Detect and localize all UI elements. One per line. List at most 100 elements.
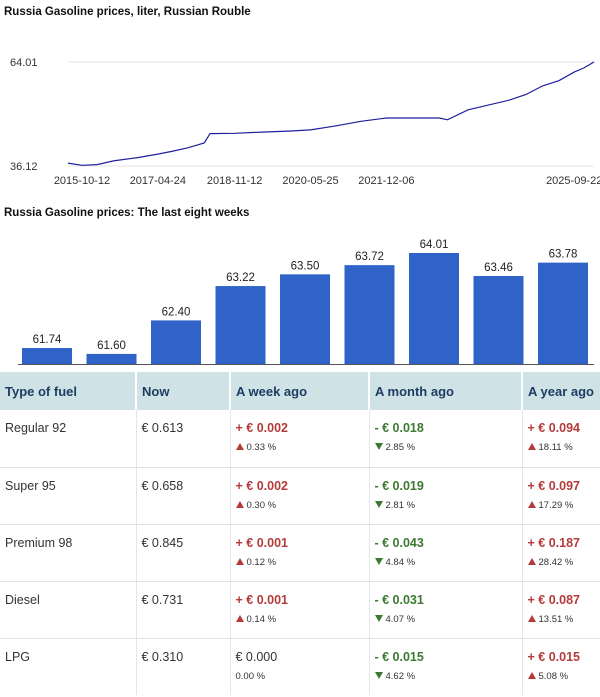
table-row: Diesel € 0.731 + € 0.001 0.14 % - € 0.031 4.0… (0, 581, 600, 639)
x-tick-label: 2018-11-12 (207, 175, 262, 187)
change-amount: + € 0.094 (527, 421, 580, 435)
fuel-type-cell: Super 95 (0, 467, 137, 525)
triangle-down-icon (374, 671, 383, 679)
change-week-cell: + € 0.002 0.33 % (230, 410, 370, 468)
change-percent: 0.00 % (236, 671, 369, 682)
table-row: Super 95 € 0.658 + € 0.002 0.30 % - € 0.019 2… (0, 467, 600, 525)
change-percent-text: 0.30 % (246, 499, 277, 511)
change-percent-text: 18.11 % (538, 442, 573, 453)
change-percent: 18.11 % (527, 442, 600, 453)
bar (473, 276, 524, 364)
x-tick-label: 2021-12-06 (358, 175, 414, 187)
change-percent: 17.29 % (527, 499, 600, 511)
table-row: Regular 92 € 0.613 + € 0.002 0.33 % - € 0.01… (0, 410, 600, 468)
change-percent-text: 4.84 % (385, 556, 416, 568)
bar (151, 320, 201, 364)
change-percent: 4.07 % (374, 613, 522, 625)
line-chart: 64.01 36.12 2015-10-12 2017-04-24 2018-11-12… (10, 57, 600, 187)
change-percent: 4.62 % (374, 670, 522, 682)
change-amount: + € 0.015 (527, 649, 580, 664)
header-type-of-fuel: Type of fuel (0, 372, 137, 410)
bar-value-label: 61.60 (97, 340, 126, 352)
bar-value-label: 62.40 (162, 306, 191, 318)
change-amount: + € 0.187 (527, 535, 580, 550)
change-percent: 2.85 % (374, 442, 522, 453)
triangle-up-icon (527, 443, 536, 450)
line-chart-title: Russia Gasoline prices, liter, Russian R… (4, 6, 251, 18)
change-percent: 0.30 % (235, 499, 369, 511)
change-percent-text: 5.08 % (538, 670, 569, 682)
fuel-type-cell: LPG (0, 638, 137, 695)
bar (344, 265, 395, 364)
change-month-cell: - € 0.015 4.62 % (369, 638, 523, 695)
triangle-down-icon (374, 557, 383, 565)
change-month-cell: - € 0.019 2.81 % (369, 467, 523, 525)
price-now-cell: € 0.310 (136, 638, 231, 695)
triangle-up-icon (235, 614, 244, 622)
change-week-cell: + € 0.001 0.12 % (230, 524, 370, 582)
triangle-up-icon (235, 500, 244, 508)
bar-value-label: 63.72 (355, 251, 384, 263)
change-amount: - € 0.019 (374, 478, 424, 493)
change-percent: 5.08 % (527, 670, 600, 682)
header-month-ago: A month ago (369, 372, 523, 410)
change-percent-text: 0.33 % (246, 442, 277, 453)
bar-value-label: 64.01 (420, 239, 449, 251)
table-header-row: Type of fuel Now A week ago A month ago … (0, 372, 600, 410)
change-year-cell: + € 0.187 28.42 % (522, 524, 600, 582)
price-now-cell: € 0.731 (136, 581, 231, 639)
change-year-cell: + € 0.097 17.29 % (522, 467, 600, 525)
change-percent-text: 0.12 % (246, 556, 277, 568)
change-percent: 13.51 % (527, 614, 600, 625)
x-tick-label: 2015-10-12 (54, 175, 110, 187)
change-amount: + € 0.097 (527, 478, 580, 493)
bar-chart: 61.74 61.60 62.40 63.22 63.50 63.72 64.01 63.46… (18, 239, 594, 365)
bar-value-label: 63.46 (484, 262, 513, 274)
fuel-type-cell: Regular 92 (0, 410, 137, 468)
bar-value-label: 63.22 (226, 272, 255, 284)
change-percent-text: 0.00 % (235, 670, 266, 682)
price-series-line (67, 61, 595, 166)
change-percent-text: 4.07 % (385, 613, 416, 625)
triangle-up-icon (527, 614, 536, 622)
bar (22, 348, 72, 364)
triangle-up-icon (527, 557, 536, 565)
y-tick-label: 36.12 (10, 161, 38, 173)
change-amount: + € 0.002 (235, 478, 288, 493)
header-year-ago: A year ago (522, 372, 600, 410)
bar (215, 286, 266, 364)
change-percent: 0.33 % (235, 442, 369, 453)
bar (86, 353, 137, 364)
y-tick-label: 64.01 (10, 57, 38, 69)
change-month-cell: - € 0.043 4.84 % (369, 524, 523, 582)
bar-value-label: 63.50 (291, 260, 320, 272)
change-percent: 2.81 % (374, 499, 522, 511)
change-year-cell: + € 0.094 18.11 % (522, 410, 600, 468)
bar (409, 253, 459, 364)
header-now: Now (136, 372, 231, 410)
x-tick-label: 2017-04-24 (130, 175, 186, 187)
change-percent: 0.12 % (235, 556, 369, 568)
change-percent-text: 2.85 % (385, 442, 416, 453)
change-month-cell: - € 0.031 4.07 % (369, 581, 523, 639)
change-week-cell: + € 0.001 0.14 % (230, 581, 370, 639)
price-now-cell: € 0.845 (136, 524, 231, 582)
triangle-down-icon (374, 614, 383, 622)
triangle-down-icon (374, 443, 383, 450)
change-percent: 4.84 % (374, 556, 522, 568)
change-amount: + € 0.002 (235, 421, 288, 435)
fuel-type-cell: Diesel (0, 581, 137, 639)
change-percent-text: 2.81 % (385, 499, 416, 511)
change-percent-text: 17.29 % (538, 499, 574, 511)
change-percent-text: 28.42 % (538, 556, 574, 568)
change-week-cell: + € 0.002 0.30 % (230, 467, 370, 525)
change-amount: + € 0.001 (235, 592, 288, 607)
bar-value-label: 63.78 (549, 249, 578, 261)
change-month-cell: - € 0.018 2.85 % (369, 410, 523, 468)
change-percent-text: 4.62 % (385, 670, 416, 682)
bar (280, 274, 330, 364)
triangle-up-icon (235, 557, 244, 565)
bar-chart-title: Russia Gasoline prices: The last eight w… (4, 207, 250, 219)
change-percent: 0.14 % (235, 614, 369, 625)
triangle-up-icon (235, 443, 244, 450)
